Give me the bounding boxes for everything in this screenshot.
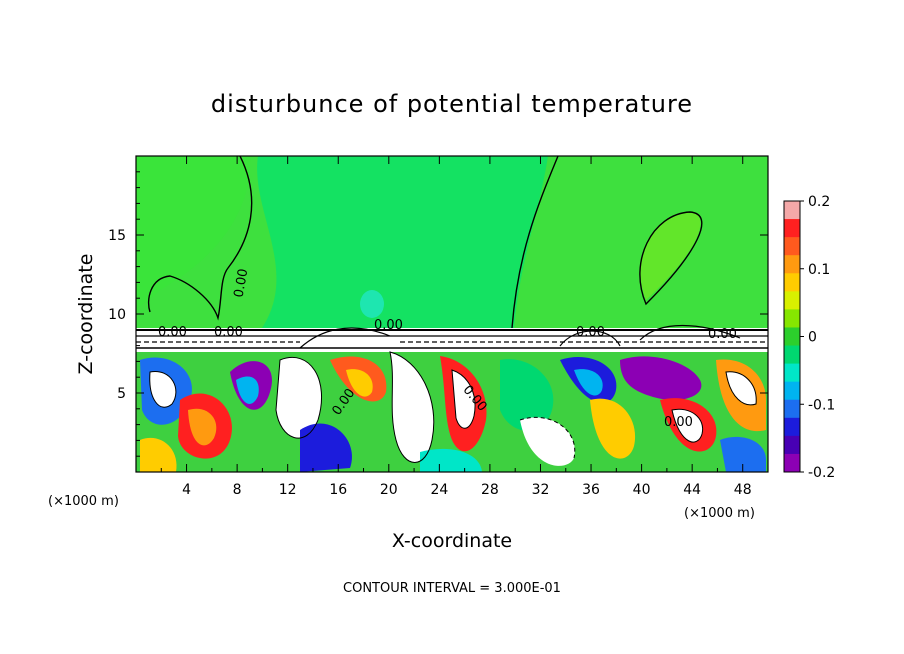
- colorbar-swatch: [784, 291, 800, 310]
- colorbar-tick-label: 0: [808, 330, 817, 346]
- colorbar-swatch: [784, 381, 800, 401]
- colorbar-swatch: [784, 453, 800, 473]
- contour-label: 0.00: [214, 325, 243, 340]
- colorbar-swatch: [784, 327, 800, 347]
- contour-label: 0.00: [708, 327, 737, 342]
- turbulent-eddies: [140, 352, 766, 472]
- x-unit-label-right: (×1000 m): [684, 506, 755, 521]
- x-tick-label: 4: [182, 482, 191, 498]
- contour-label: 0.00: [664, 415, 693, 430]
- x-tick-label: 44: [683, 482, 701, 498]
- colorbar-swatch: [784, 309, 800, 328]
- x-tick-label: 32: [532, 482, 550, 498]
- upper-left-plateau: [136, 156, 251, 310]
- y-tick-label: 10: [108, 307, 126, 323]
- chart-title: disturbunce of potential temperature: [211, 90, 693, 118]
- lower-contours: [149, 351, 757, 463]
- y-axis-title: Z-coordinate: [75, 254, 97, 375]
- x-tick-label: 24: [430, 482, 448, 498]
- plot-area: 0.00 0.00 0.00 0.00 0.00 0.00 0.00 0.00 …: [136, 156, 768, 472]
- colorbar-swatch: [784, 273, 800, 292]
- colorbar-tick-label: -0.2: [808, 465, 835, 481]
- x-tick-label: 48: [734, 482, 752, 498]
- contour-label: 0.00: [576, 325, 605, 340]
- contour-label: 0.00: [232, 268, 252, 299]
- colorbar-tick-label: 0.2: [808, 194, 830, 210]
- x-axis: 4 8 12 16 20 24 28 32 36 40 44 48: [160, 156, 752, 498]
- upper-contour-right: [511, 156, 559, 329]
- colorbar-tick-label: 0.1: [808, 262, 830, 278]
- x-tick-label: 8: [233, 482, 242, 498]
- x-tick-label: 36: [582, 482, 600, 498]
- colorbar-swatch: [784, 435, 800, 455]
- inversion-bumps: [299, 325, 741, 349]
- colorbar: 0.2 0.1 0 -0.1 -0.2: [783, 194, 835, 481]
- colorbar-swatch: [784, 237, 800, 256]
- x-tick-label: 12: [279, 482, 297, 498]
- upper-contour-lobe: [639, 211, 703, 306]
- y-tick-label: 15: [108, 228, 126, 244]
- y-axis: 5 10 15: [108, 171, 768, 457]
- upper-cyan-spot: [360, 290, 384, 318]
- upper-contour-left: [147, 156, 253, 321]
- contour-label: 0.00: [158, 325, 187, 340]
- colorbar-swatch: [784, 219, 800, 238]
- colorbar-swatch: [784, 345, 800, 365]
- x-tick-label: 16: [329, 482, 347, 498]
- x-axis-title: X-coordinate: [392, 530, 512, 552]
- x-tick-label: 40: [633, 482, 651, 498]
- x-unit-label-left: (×1000 m): [48, 494, 119, 509]
- colorbar-swatch: [784, 201, 800, 220]
- colorbar-swatch: [784, 417, 800, 437]
- contour-interval-note: CONTOUR INTERVAL = 3.000E-01: [343, 581, 561, 596]
- colorbar-tick-label: -0.1: [808, 397, 835, 413]
- colorbar-swatch: [784, 363, 800, 383]
- upper-right-lobe: [640, 212, 701, 300]
- upper-center-plateau: [257, 156, 548, 328]
- colorbar-swatch: [784, 399, 800, 419]
- x-tick-label: 28: [481, 482, 499, 498]
- y-tick-label: 5: [117, 386, 126, 402]
- contour-label: 0.00: [374, 318, 403, 333]
- x-tick-label: 20: [380, 482, 398, 498]
- colorbar-swatch: [784, 255, 800, 274]
